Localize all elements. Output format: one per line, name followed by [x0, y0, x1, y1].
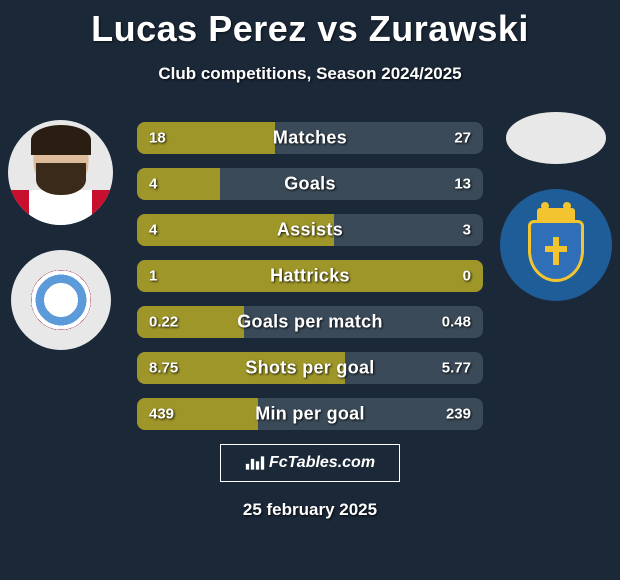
stat-bar-fill	[137, 214, 334, 246]
brand-text: FcTables.com	[269, 454, 375, 472]
stat-value-left: 18	[149, 130, 166, 147]
stat-value-right: 3	[463, 222, 471, 239]
brand-bars-icon	[245, 455, 265, 471]
stat-row: 43Assists	[137, 214, 483, 246]
stat-row: 413Goals	[137, 168, 483, 200]
stat-value-left: 4	[149, 222, 157, 239]
player1-photo	[8, 120, 113, 225]
stat-row: 8.755.77Shots per goal	[137, 352, 483, 384]
page-title: Lucas Perez vs Zurawski	[0, 0, 620, 50]
stats-bar-chart: 1827Matches413Goals43Assists10Hattricks0…	[137, 122, 483, 430]
player1-club-badge	[11, 250, 111, 350]
stat-value-left: 439	[149, 406, 174, 423]
stat-value-left: 0.22	[149, 314, 178, 331]
stat-row: 10Hattricks	[137, 260, 483, 292]
date-text: 25 february 2025	[0, 500, 620, 520]
stat-value-right: 13	[454, 176, 471, 193]
stat-row: 439239Min per goal	[137, 398, 483, 430]
stat-value-right: 27	[454, 130, 471, 147]
stat-row: 0.220.48Goals per match	[137, 306, 483, 338]
left-avatar-column	[8, 120, 113, 350]
stat-value-right: 5.77	[442, 360, 471, 377]
stat-value-right: 0	[463, 268, 471, 285]
subtitle: Club competitions, Season 2024/2025	[0, 64, 620, 84]
stat-row: 1827Matches	[137, 122, 483, 154]
stat-value-left: 4	[149, 176, 157, 193]
player2-photo-placeholder	[506, 112, 606, 164]
stat-value-left: 1	[149, 268, 157, 285]
right-avatar-column	[500, 112, 612, 301]
player2-club-badge	[500, 189, 612, 301]
stat-bar-fill	[137, 260, 483, 292]
stat-value-right: 239	[446, 406, 471, 423]
brand-badge: FcTables.com	[220, 444, 400, 482]
stat-value-right: 0.48	[442, 314, 471, 331]
stat-value-left: 8.75	[149, 360, 178, 377]
